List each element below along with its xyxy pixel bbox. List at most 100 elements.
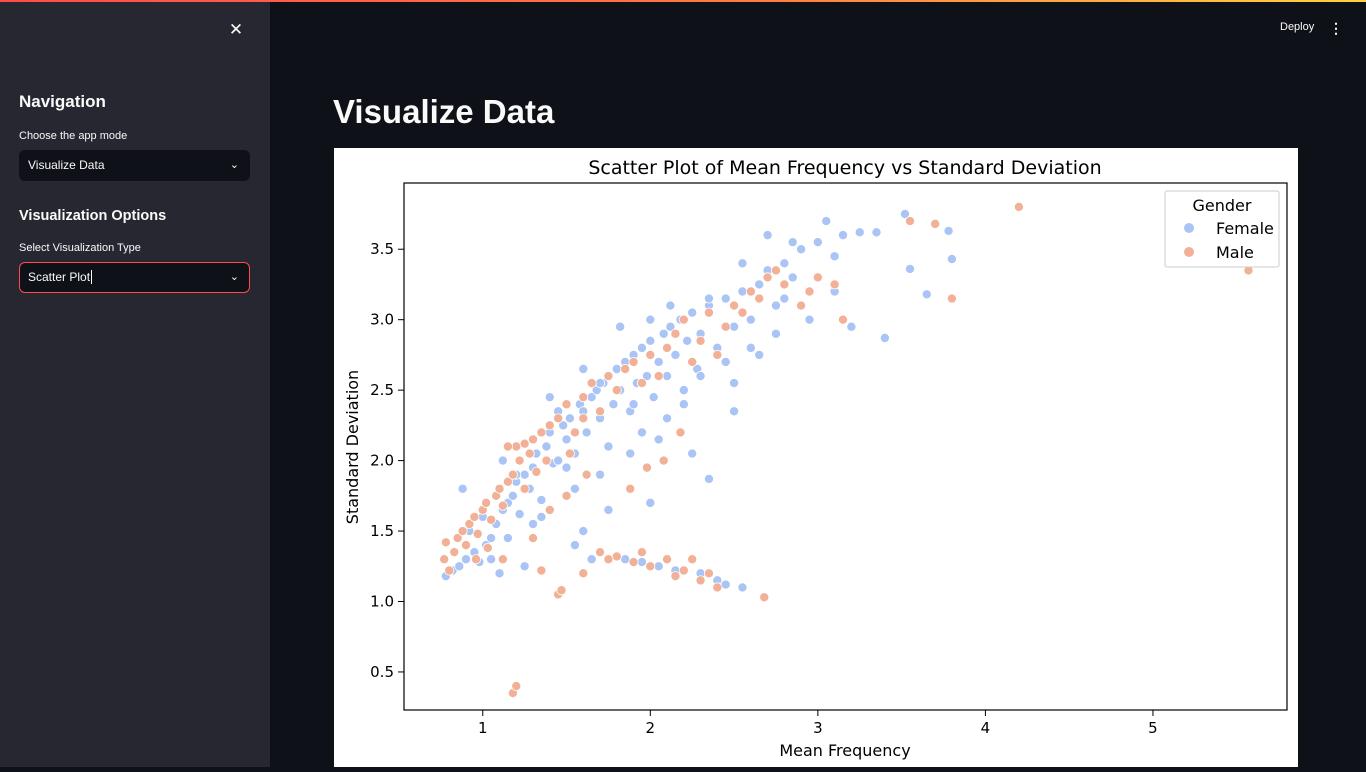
point-female-44 bbox=[641, 371, 652, 382]
point-female-20 bbox=[541, 441, 552, 452]
point-male-29 bbox=[569, 427, 580, 438]
point-male-90 bbox=[564, 448, 575, 459]
point-male-80 bbox=[625, 483, 636, 494]
point-female-74 bbox=[837, 230, 848, 241]
point-female-68 bbox=[787, 272, 798, 283]
point-male-46 bbox=[712, 349, 723, 360]
x-tick-label-1: 2 bbox=[646, 719, 656, 737]
point-male-70 bbox=[662, 554, 673, 565]
point-female-72 bbox=[821, 216, 832, 227]
point-female-134 bbox=[457, 483, 468, 494]
point-female-133 bbox=[486, 554, 497, 565]
y-axis-label: Standard Deviation bbox=[343, 370, 362, 524]
point-male-30 bbox=[578, 392, 589, 403]
point-female-91 bbox=[620, 554, 631, 565]
point-male-2 bbox=[444, 565, 455, 576]
point-male-24 bbox=[536, 427, 547, 438]
point-female-87 bbox=[603, 504, 614, 515]
kebab-menu-icon[interactable]: ⋮ bbox=[1329, 20, 1343, 36]
point-female-124 bbox=[665, 300, 676, 311]
point-male-95 bbox=[754, 293, 765, 304]
legend-marker-male bbox=[1184, 247, 1194, 257]
close-icon: ✕ bbox=[228, 20, 244, 39]
point-male-65 bbox=[578, 568, 589, 579]
point-female-114 bbox=[804, 314, 815, 325]
point-female-84 bbox=[703, 473, 714, 484]
point-female-135 bbox=[497, 455, 508, 466]
point-female-110 bbox=[695, 371, 706, 382]
x-axis-ticks: 1 2 3 4 5 bbox=[478, 710, 1158, 737]
point-male-97 bbox=[804, 286, 815, 297]
point-male-34 bbox=[611, 385, 622, 396]
visualization-options-heading: Visualization Options bbox=[19, 208, 167, 224]
point-female-107 bbox=[595, 378, 606, 389]
point-male-11 bbox=[481, 497, 492, 508]
visualization-type-select[interactable]: Scatter Plot ⌄ bbox=[19, 262, 250, 293]
point-male-16 bbox=[502, 476, 513, 487]
point-male-45 bbox=[703, 307, 714, 318]
point-female-62 bbox=[737, 286, 748, 297]
point-female-136 bbox=[561, 462, 572, 473]
point-male-7 bbox=[464, 518, 475, 529]
point-male-92 bbox=[578, 413, 589, 424]
point-female-132 bbox=[779, 293, 790, 304]
app-mode-select[interactable]: Visualize Data ⌄ bbox=[19, 150, 250, 181]
point-male-83 bbox=[675, 427, 686, 438]
point-female-89 bbox=[687, 448, 698, 459]
point-male-48 bbox=[745, 286, 756, 297]
data-points bbox=[439, 201, 1254, 699]
app-mode-label: Choose the app mode bbox=[19, 130, 128, 142]
point-female-26 bbox=[564, 413, 575, 424]
point-male-21 bbox=[524, 448, 535, 459]
legend-entry-female: Female bbox=[1216, 219, 1274, 238]
point-male-74 bbox=[759, 592, 770, 603]
point-male-15 bbox=[497, 500, 508, 511]
point-female-100 bbox=[528, 518, 539, 529]
point-female-50 bbox=[665, 321, 676, 332]
point-female-14 bbox=[514, 509, 525, 520]
point-male-25 bbox=[541, 455, 552, 466]
point-male-28 bbox=[561, 399, 572, 410]
point-male-56 bbox=[930, 218, 941, 229]
point-male-58 bbox=[1013, 201, 1024, 212]
x-tick-label-3: 4 bbox=[981, 719, 991, 737]
point-female-99 bbox=[569, 540, 580, 551]
point-female-137 bbox=[595, 469, 606, 480]
text-caret bbox=[91, 270, 93, 284]
point-female-67 bbox=[779, 258, 790, 269]
point-female-46 bbox=[648, 392, 659, 403]
point-female-69 bbox=[796, 244, 807, 255]
point-male-94 bbox=[737, 307, 748, 318]
point-female-119 bbox=[703, 293, 714, 304]
point-female-76 bbox=[854, 227, 865, 238]
point-female-7 bbox=[486, 533, 497, 544]
point-male-96 bbox=[779, 279, 790, 290]
chart-container: Scatter Plot of Mean Frequency vs Standa… bbox=[334, 148, 1298, 767]
point-male-77 bbox=[603, 554, 614, 565]
y-tick-label-6: 3.5 bbox=[370, 240, 394, 258]
point-female-79 bbox=[905, 263, 916, 274]
point-female-139 bbox=[653, 434, 664, 445]
point-female-81 bbox=[921, 289, 932, 300]
close-sidebar-button[interactable]: ✕ bbox=[226, 20, 246, 40]
legend-entry-male: Male bbox=[1216, 243, 1254, 262]
point-male-51 bbox=[796, 300, 807, 311]
legend-title: Gender bbox=[1193, 196, 1252, 215]
x-tick-label-2: 3 bbox=[813, 719, 823, 737]
point-male-9 bbox=[472, 528, 483, 539]
point-male-35 bbox=[620, 363, 631, 374]
point-male-36 bbox=[628, 356, 639, 367]
point-female-73 bbox=[829, 251, 840, 262]
point-female-12 bbox=[507, 490, 518, 501]
point-female-2 bbox=[454, 561, 465, 572]
point-male-19 bbox=[514, 455, 525, 466]
point-female-90 bbox=[586, 554, 597, 565]
point-female-63 bbox=[745, 314, 756, 325]
deploy-button[interactable]: Deploy bbox=[1280, 21, 1315, 33]
legend-marker-female bbox=[1184, 223, 1194, 233]
point-female-98 bbox=[636, 557, 647, 568]
visualization-type-value: Scatter Plot bbox=[28, 270, 91, 284]
y-tick-label-4: 2.5 bbox=[370, 381, 394, 399]
point-male-81 bbox=[641, 462, 652, 473]
legend: Gender Female Male bbox=[1164, 190, 1280, 268]
